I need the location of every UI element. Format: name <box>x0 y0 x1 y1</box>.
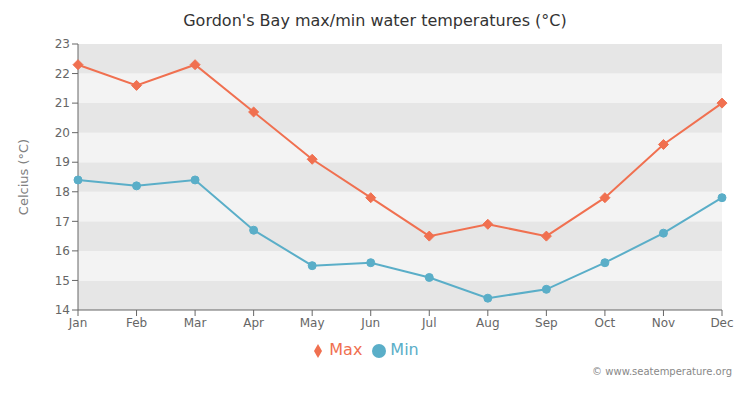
svg-text:Dec: Dec <box>710 316 733 330</box>
html-text:Max: Max <box>329 340 363 359</box>
svg-text:Nov: Nov <box>652 316 675 330</box>
svg-text:Jan: Jan <box>68 316 88 330</box>
svg-text:Apr: Apr <box>243 316 264 330</box>
svg-text:21: 21 <box>55 96 70 110</box>
svg-text:22: 22 <box>55 67 70 81</box>
html-text:Min: Min <box>390 340 419 359</box>
svg-text:Mar: Mar <box>184 316 207 330</box>
svg-text:16: 16 <box>55 244 70 258</box>
svg-text:May: May <box>300 316 325 330</box>
svg-text:20: 20 <box>55 126 70 140</box>
svg-text:14: 14 <box>55 303 70 317</box>
svg-text:Oct: Oct <box>595 316 616 330</box>
html-text:Gordon's Bay max/min water tem: Gordon's Bay max/min water temperatures … <box>183 11 567 30</box>
html-text:© www.seatemperature.org: © www.seatemperature.org <box>592 366 732 377</box>
svg-text:18: 18 <box>55 185 70 199</box>
svg-text:Feb: Feb <box>126 316 147 330</box>
svg-text:23: 23 <box>55 37 70 51</box>
svg-text:19: 19 <box>55 155 70 169</box>
svg-text:Aug: Aug <box>476 316 499 330</box>
svg-text:Jun: Jun <box>360 316 380 330</box>
svg-text:15: 15 <box>55 274 70 288</box>
svg-text:Jul: Jul <box>421 316 436 330</box>
svg-text:Sep: Sep <box>535 316 558 330</box>
svg-text:17: 17 <box>55 215 70 229</box>
svg-text:Celcius (°C): Celcius (°C) <box>16 139 31 215</box>
